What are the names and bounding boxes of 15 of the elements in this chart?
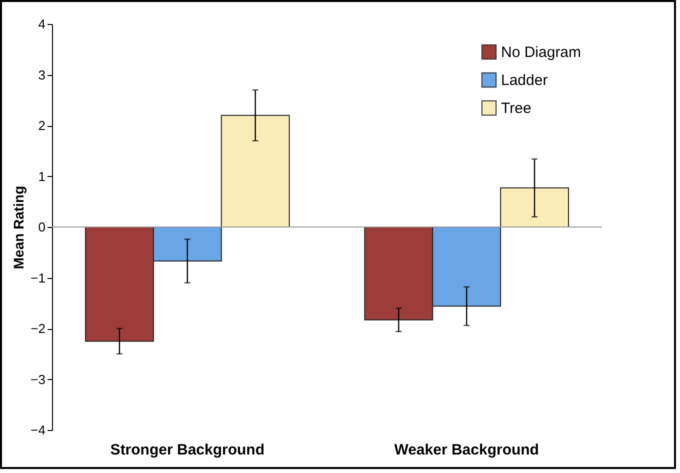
legend-label: Ladder [501, 72, 548, 89]
y-tick-label: −4 [30, 422, 46, 438]
y-tick-label: 1 [38, 168, 46, 184]
legend-label: No Diagram [501, 44, 582, 61]
y-tick-label: 0 [38, 220, 46, 234]
y-tick-label: −1 [30, 270, 46, 286]
y-tick-label: −3 [30, 372, 46, 387]
y-tick-label: −2 [30, 321, 46, 336]
x-tick-label: Stronger Background [110, 442, 264, 458]
legend-label: Tree [501, 100, 532, 117]
x-tick-label: Weaker Background [394, 442, 539, 458]
y-axis-title: Mean Rating [10, 186, 27, 270]
y-tick-label: 4 [38, 16, 46, 32]
y-tick-label: 2 [38, 118, 46, 133]
y-tick-label: 3 [38, 67, 46, 82]
